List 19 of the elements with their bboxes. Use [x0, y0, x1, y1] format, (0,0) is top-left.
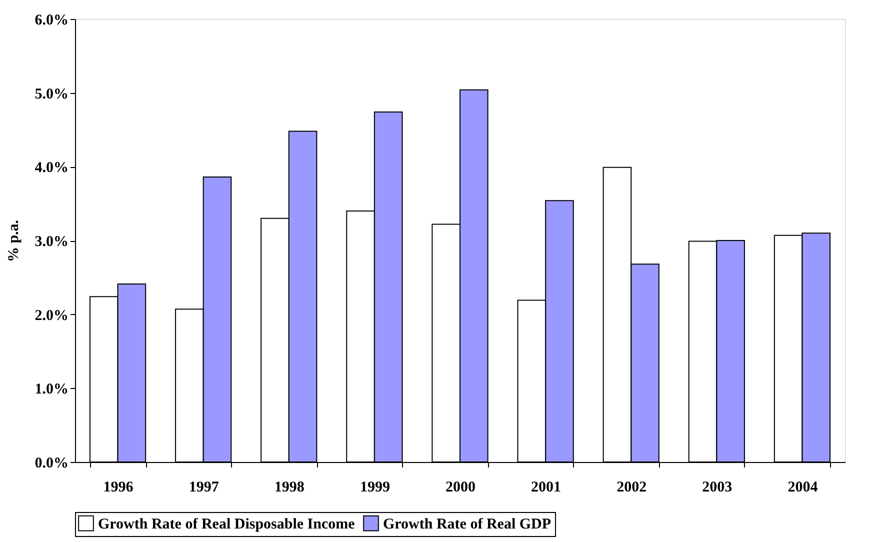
- legend-label: Growth Rate of Real Disposable Income: [98, 516, 356, 532]
- x-tick-label: 2001: [531, 480, 562, 496]
- x-tick-label: 2004: [788, 480, 818, 496]
- x-tick-label: 1998: [274, 480, 304, 496]
- x-tick-label: 1999: [360, 480, 390, 496]
- x-tick-label: 2002: [616, 480, 647, 496]
- y-axis-title: % p.a.: [6, 220, 22, 262]
- legend-label: Growth Rate of Real GDP: [383, 516, 552, 532]
- y-tick-label: 2.0%: [34, 308, 68, 324]
- y-tick-label: 4.0%: [34, 160, 68, 176]
- y-tick-label: 5.0%: [34, 86, 68, 102]
- y-tick-label: 3.0%: [34, 234, 68, 250]
- x-tick-label: 2003: [702, 480, 732, 496]
- x-tick-label: 2000: [446, 480, 476, 496]
- y-tick-label: 0.0%: [34, 456, 68, 472]
- y-tick-label: 1.0%: [34, 382, 68, 398]
- x-tick-label: 1997: [188, 480, 220, 496]
- y-tick-label: 6.0%: [34, 12, 68, 28]
- x-tick-label: 1996: [103, 480, 134, 496]
